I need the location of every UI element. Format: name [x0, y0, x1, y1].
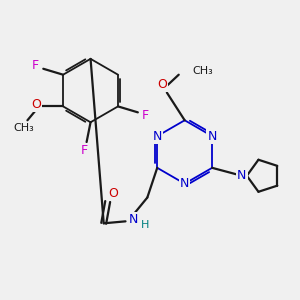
Text: F: F: [142, 109, 149, 122]
Text: F: F: [32, 59, 39, 72]
Text: CH₃: CH₃: [13, 123, 34, 133]
Text: F: F: [81, 143, 88, 157]
Text: O: O: [157, 78, 167, 91]
Text: O: O: [109, 187, 118, 200]
Text: N: N: [207, 130, 217, 142]
Text: N: N: [180, 177, 189, 190]
Text: N: N: [129, 213, 138, 226]
Text: N: N: [237, 169, 247, 182]
Text: O: O: [32, 98, 41, 111]
Text: H: H: [141, 220, 149, 230]
Text: CH₃: CH₃: [193, 66, 213, 76]
Text: N: N: [152, 130, 162, 142]
